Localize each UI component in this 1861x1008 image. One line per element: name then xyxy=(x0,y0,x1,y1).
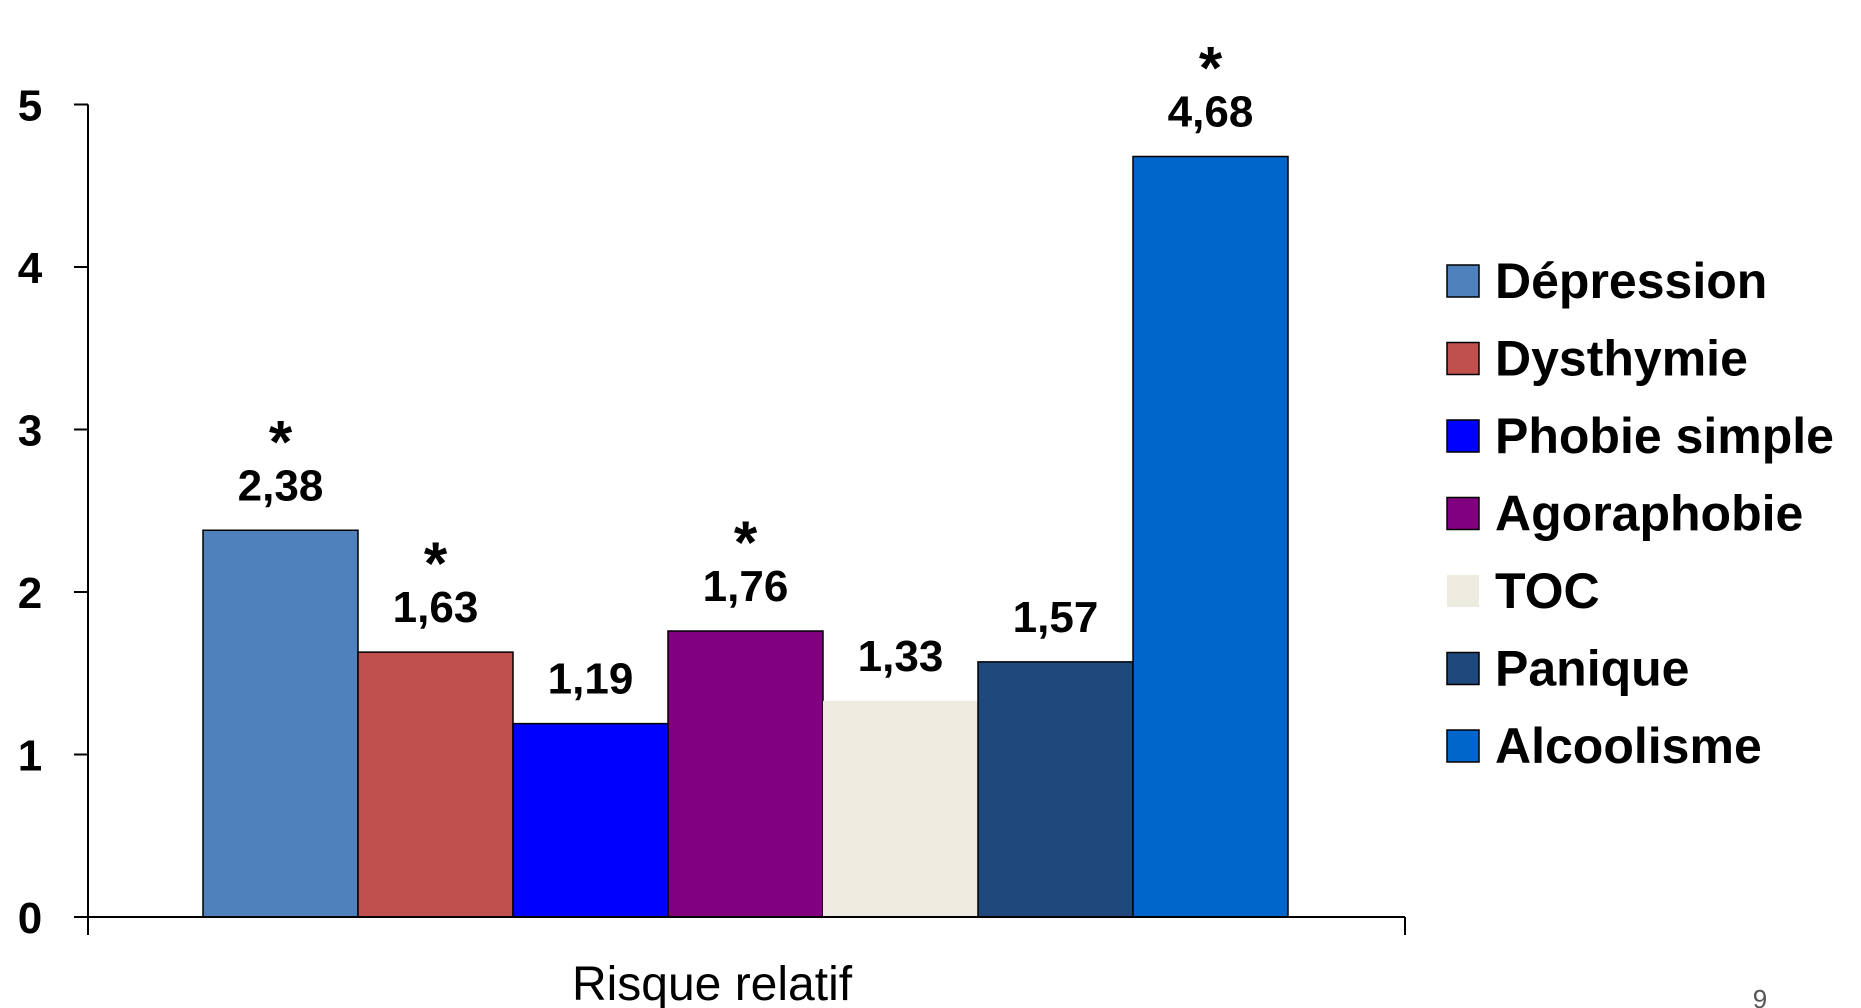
significance-star: * xyxy=(1199,35,1223,102)
bar-alcoolisme xyxy=(1132,155,1289,918)
legend-swatch xyxy=(1446,419,1480,453)
legend-entry: Panique xyxy=(1495,641,1689,697)
legend-swatch xyxy=(1446,496,1480,531)
data-label: 1,63 xyxy=(393,583,479,632)
bar-dépression xyxy=(202,529,359,918)
legend-entry: Phobie simple xyxy=(1495,408,1834,464)
significance-star: * xyxy=(734,509,758,576)
legend-entry: TOC xyxy=(1495,563,1600,619)
legend-swatch xyxy=(1447,575,1479,607)
bar-panique xyxy=(977,661,1134,918)
bar-phobie-simple xyxy=(512,722,669,918)
legend-entry: Agoraphobie xyxy=(1495,486,1803,542)
significance-star: * xyxy=(424,530,448,597)
y-tick-label: 2 xyxy=(18,569,42,618)
legend-swatch xyxy=(1446,341,1480,376)
x-axis: Risque relatif xyxy=(88,916,1406,1008)
bar-agoraphobie xyxy=(667,630,824,918)
data-labels: 2,38*1,63*1,191,76*1,331,574,68* xyxy=(238,35,1254,704)
bar-toc xyxy=(823,700,978,917)
bars xyxy=(202,155,1289,918)
data-label: 2,38 xyxy=(238,461,324,510)
data-label: 1,19 xyxy=(548,655,634,704)
legend: Dépression Dysthymie Phobie simple Agorapho… xyxy=(1446,253,1834,774)
y-tick-label: 1 xyxy=(18,732,42,781)
significance-star: * xyxy=(269,408,293,475)
legend-entry: Dépression xyxy=(1495,253,1767,309)
legend-swatch xyxy=(1446,264,1480,298)
y-tick-label: 3 xyxy=(18,407,42,456)
y-tick-label: 5 xyxy=(18,82,42,131)
legend-swatch xyxy=(1446,651,1480,686)
y-axis: 0 1 2 3 4 5 xyxy=(18,82,89,943)
data-label: 1,76 xyxy=(703,562,789,611)
y-tick-label: 4 xyxy=(18,244,43,293)
x-axis-label: Risque relatif xyxy=(572,958,853,1008)
data-label: 1,33 xyxy=(858,632,944,681)
legend-entry: Dysthymie xyxy=(1495,331,1748,387)
y-tick-label: 0 xyxy=(18,894,42,943)
bar-dysthymie xyxy=(357,651,514,918)
legend-entry: Alcoolisme xyxy=(1495,718,1762,774)
page-number: 9 xyxy=(1753,984,1767,1008)
data-label: 4,68 xyxy=(1168,88,1254,137)
data-label: 1,57 xyxy=(1013,593,1099,642)
legend-swatch xyxy=(1446,729,1480,763)
